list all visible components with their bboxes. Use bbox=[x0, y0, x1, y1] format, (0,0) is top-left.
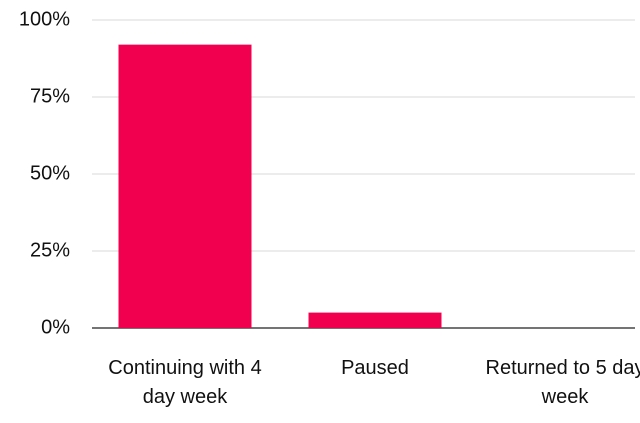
y-tick-label: 25% bbox=[30, 239, 70, 261]
y-tick-label: 75% bbox=[30, 85, 70, 107]
y-tick-label: 0% bbox=[41, 316, 70, 338]
x-tick-label: Returned to 5 day week bbox=[485, 357, 640, 408]
bar bbox=[308, 312, 442, 328]
x-tick-label: Paused bbox=[341, 357, 409, 379]
x-tick-label: Continuing with 4 day week bbox=[108, 357, 262, 408]
y-tick-label: 100% bbox=[19, 8, 70, 30]
y-tick-label: 50% bbox=[30, 162, 70, 184]
bar bbox=[118, 44, 252, 328]
